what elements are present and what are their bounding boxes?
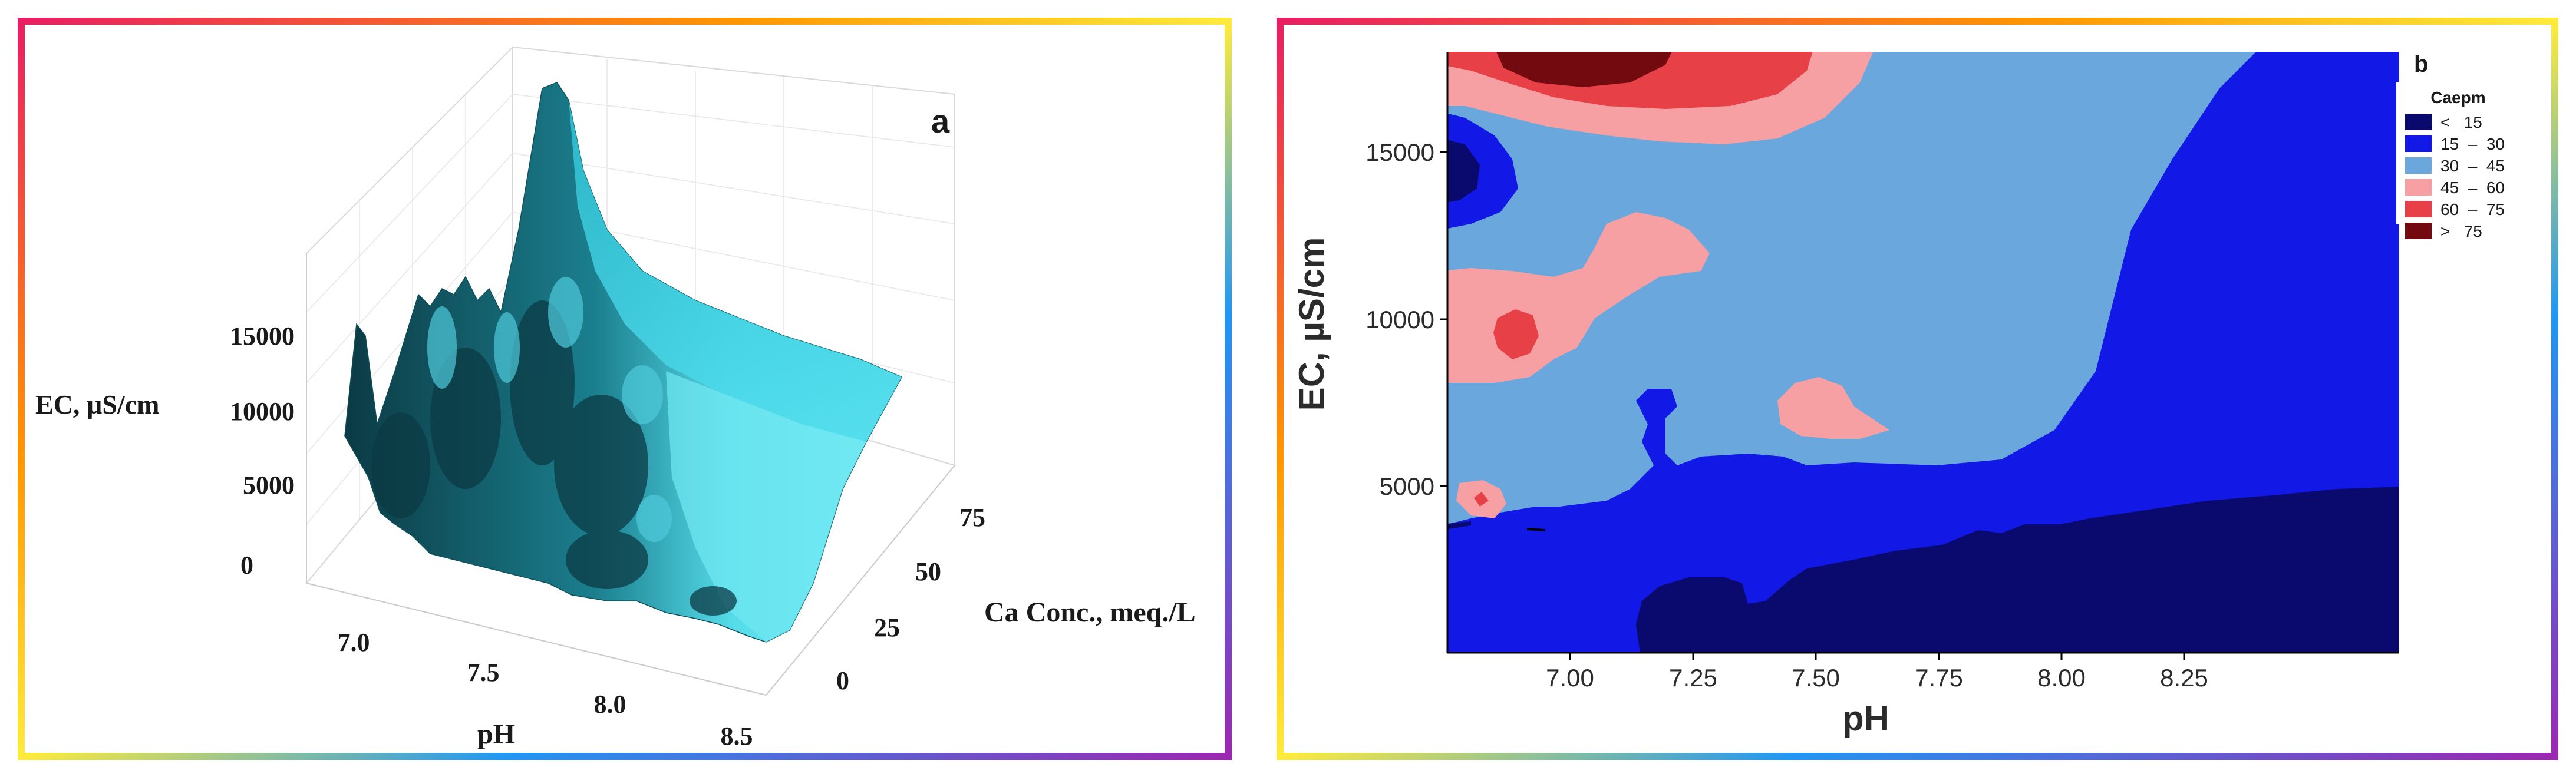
x-tick-label: 7.00 xyxy=(1546,664,1594,692)
y-tick-label: 0 xyxy=(836,666,849,695)
x-tick-label: 7.50 xyxy=(1792,664,1840,692)
z-tick-label: 15000 xyxy=(230,322,295,351)
x-tick-label: 7.75 xyxy=(1915,664,1963,692)
z-tick-label: 5000 xyxy=(243,471,295,500)
legend-box xyxy=(2396,82,2532,224)
z-tick-label: 0 xyxy=(240,551,253,580)
legend-label: < 15 xyxy=(2440,113,2482,131)
z-tick-label: 10000 xyxy=(230,397,295,426)
panel-a-frame xyxy=(18,18,1232,760)
x-tick-label: 8.25 xyxy=(2160,664,2208,692)
legend-swatch xyxy=(2405,114,2432,130)
y-axis-title: EC, µS/cm xyxy=(1292,237,1331,411)
front-axes xyxy=(306,253,955,696)
surface-shadows xyxy=(371,300,737,616)
panel-label-b: b xyxy=(2414,51,2428,77)
x-ticks xyxy=(1569,653,2185,660)
contour-band-15-30-upper-left xyxy=(1447,113,1518,229)
contour-band-lt15-sliver xyxy=(1447,521,1471,530)
x-tick-label: 7.25 xyxy=(1669,664,1717,692)
x-tick-label: 8.5 xyxy=(721,722,753,750)
y-tick-label: 50 xyxy=(915,557,941,586)
panel-label-a: a xyxy=(931,103,950,140)
contour-band-lt15-bottom xyxy=(1636,487,2399,653)
y-ticks xyxy=(1440,151,1447,487)
panel-a-svg: 15000 10000 5000 0 7.0 7.5 8.0 8.5 0 25 … xyxy=(18,18,1232,760)
x-axis-line xyxy=(306,583,767,696)
y-tick-label: 15000 xyxy=(1365,138,1434,166)
contour-plot xyxy=(1447,52,2399,653)
panel-b: 7.00 7.25 7.50 7.75 8.00 8.25 5000 10000… xyxy=(1277,18,2558,760)
legend-label: 30 – 45 xyxy=(2440,157,2505,175)
legend-swatch xyxy=(2405,179,2432,196)
legend-title: Caepm xyxy=(2430,88,2485,107)
x-axis-title: pH xyxy=(477,719,515,750)
x-tick-label: 8.0 xyxy=(594,690,626,719)
y-tick-label: 10000 xyxy=(1365,306,1434,333)
contour-band-gt75 xyxy=(1496,52,1672,87)
y-tick-label: 25 xyxy=(874,613,900,642)
legend: b Caepm < 15 15 – 30 30 – 45 45 – 60 60 … xyxy=(2396,51,2532,240)
legend-swatch xyxy=(2405,135,2432,152)
surface-light-slope xyxy=(666,371,866,642)
contour-band-60-75-small xyxy=(1474,492,1489,507)
surface-top-sheet xyxy=(569,100,902,442)
y-tick-label: 5000 xyxy=(1380,472,1434,500)
y-tick-label: 75 xyxy=(959,503,985,532)
grid-lines xyxy=(306,59,955,525)
contour-band-15-30 xyxy=(1447,52,2399,653)
contour-band-45-60-right xyxy=(1777,377,1889,439)
y-axis-title: Ca Conc., meq./L xyxy=(984,597,1196,628)
panel-b-svg: 7.00 7.25 7.50 7.75 8.00 8.25 5000 10000… xyxy=(1277,18,2558,760)
surface-highlights xyxy=(427,277,672,542)
x-tick-label: 7.0 xyxy=(338,628,370,657)
contour-band-lt15-upper-left xyxy=(1447,140,1480,203)
legend-swatch xyxy=(2405,223,2432,239)
panel-a: 15000 10000 5000 0 7.0 7.5 8.0 8.5 0 25 … xyxy=(18,18,1232,760)
contour-line-fragment xyxy=(1526,528,1545,531)
x-axis-title: pH xyxy=(1842,699,1889,738)
surface xyxy=(344,82,903,643)
legend-label: 45 – 60 xyxy=(2440,178,2505,197)
contour-band-60-75-spot xyxy=(1493,309,1539,359)
x-tick-label: 7.5 xyxy=(467,658,500,687)
legend-label: > 75 xyxy=(2440,222,2482,240)
y-axis-line xyxy=(766,465,955,696)
legend-label: 60 – 75 xyxy=(2440,200,2505,219)
z-axis-title: EC, µS/cm xyxy=(35,389,160,419)
legend-swatch xyxy=(2405,157,2432,174)
legend-swatch xyxy=(2405,201,2432,217)
x-tick-label: 8.00 xyxy=(2037,664,2086,692)
panel-b-frame xyxy=(1277,18,2558,760)
legend-label: 15 – 30 xyxy=(2440,135,2505,153)
